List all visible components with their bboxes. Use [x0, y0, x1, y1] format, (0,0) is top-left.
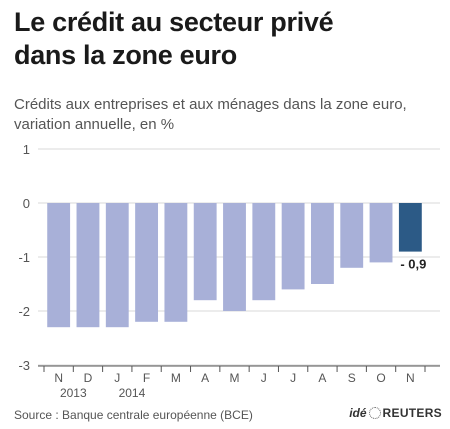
bar — [135, 203, 159, 322]
bar — [340, 203, 364, 268]
x-tick-label: D — [84, 371, 93, 385]
reuters-dot-icon — [368, 407, 381, 419]
bar — [105, 203, 129, 328]
x-tick-label: S — [348, 371, 356, 385]
title-line-2: dans la zone euro — [14, 40, 237, 70]
bars — [47, 203, 422, 328]
bar — [252, 203, 276, 301]
bar — [310, 203, 334, 284]
x-tick-label: N — [54, 371, 63, 385]
bar — [193, 203, 217, 301]
y-tick-label: -1 — [18, 250, 30, 265]
chart-title: Le crédit au secteur privé dans la zone … — [14, 6, 444, 72]
y-tick-label: -2 — [18, 304, 30, 319]
x-tick-label: J — [114, 371, 120, 385]
x-tick-label: J — [261, 371, 267, 385]
bar — [164, 203, 188, 322]
y-tick-labels: 1 0 -1 -2 -3 — [18, 142, 30, 373]
subtitle-line-2: variation annuelle, en % — [14, 116, 175, 133]
x-tick-label: M — [230, 371, 240, 385]
x-tick-label: F — [143, 371, 150, 385]
x-tick-label: J — [290, 371, 296, 385]
y-tick-label: -3 — [18, 358, 30, 373]
x-tick-label: M — [171, 371, 181, 385]
data-label: - 0,9 — [400, 257, 426, 272]
data-labels: - 0,9 — [400, 257, 426, 272]
bar — [223, 203, 246, 311]
logo-reuters-text: REUTERS — [382, 406, 442, 420]
subtitle-line-1: Crédits aux entreprises et aux ménages d… — [14, 96, 407, 113]
x-year-label: 2014 — [119, 386, 146, 400]
y-tick-label: 0 — [23, 196, 30, 211]
bar — [76, 203, 100, 328]
x-tick-label: A — [201, 371, 209, 385]
bar — [47, 203, 71, 328]
bar — [281, 203, 305, 290]
title-line-1: Le crédit au secteur privé — [14, 7, 334, 37]
chart-subtitle: Crédits aux entreprises et aux ménages d… — [14, 95, 444, 135]
x-tick-label: N — [406, 371, 415, 385]
source-note: Source : Banque centrale européenne (BCE… — [14, 408, 253, 422]
x-year-label: 2013 — [60, 386, 87, 400]
reuters-logo: idé REUTERS — [349, 406, 442, 420]
x-tick-label: A — [318, 371, 326, 385]
bar — [369, 203, 393, 263]
y-tick-label: 1 — [23, 142, 30, 157]
x-tick-label: O — [376, 371, 385, 385]
logo-ide-text: idé — [349, 406, 367, 420]
bar — [398, 203, 422, 252]
